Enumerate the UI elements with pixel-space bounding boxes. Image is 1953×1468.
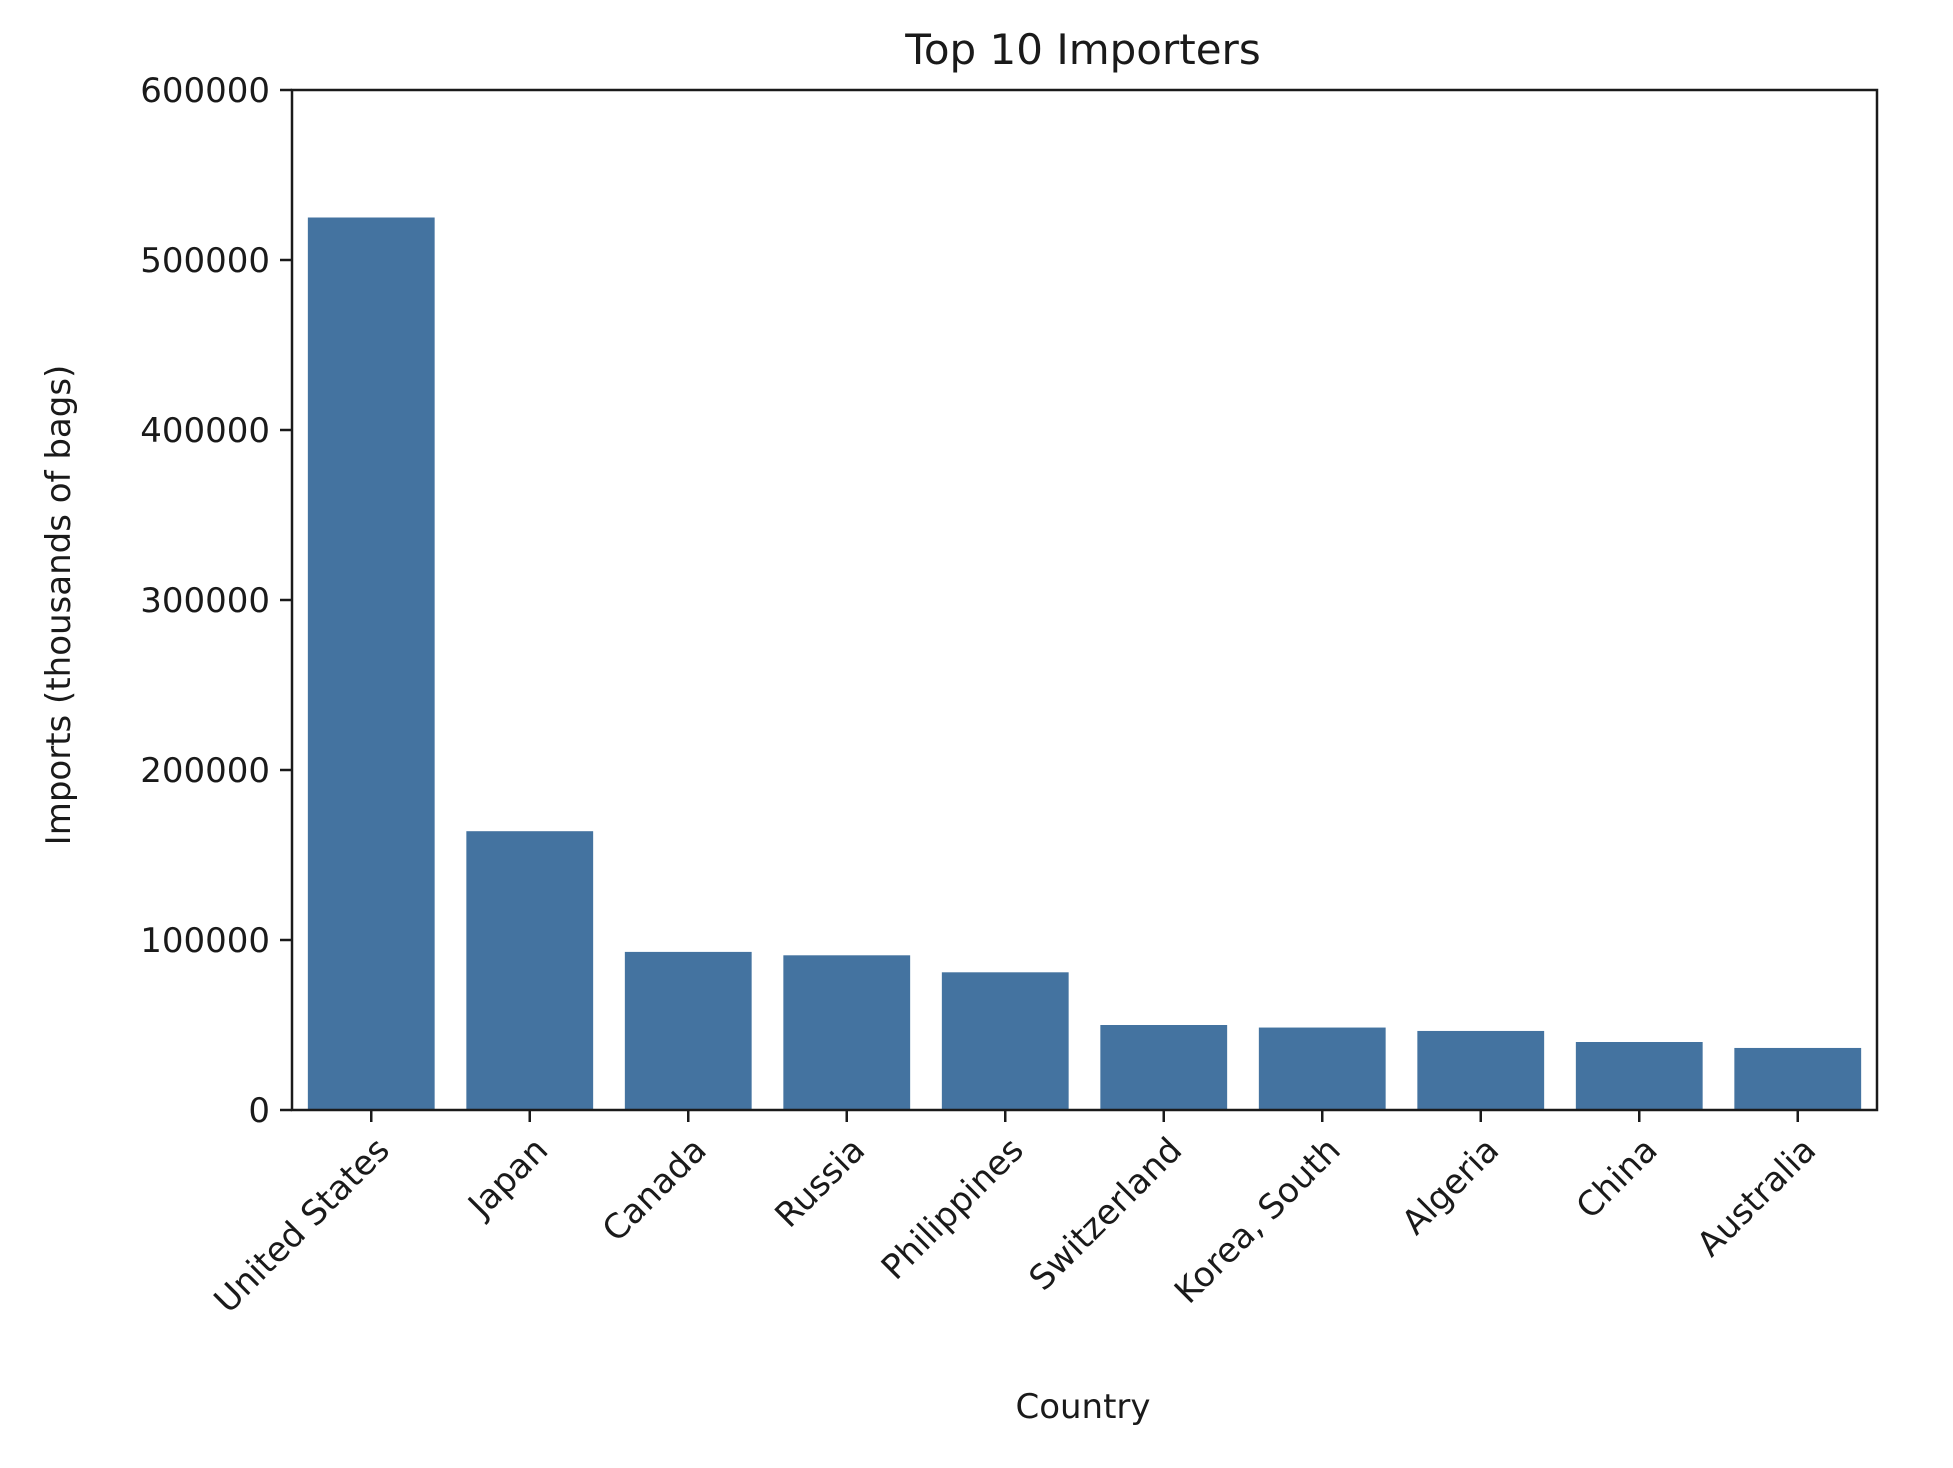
x-tick-label: Canada xyxy=(595,1130,715,1250)
x-tick-label: Japan xyxy=(459,1130,556,1227)
bar xyxy=(466,831,594,1110)
y-axis-label: Imports (thousands of bags) xyxy=(39,365,79,846)
bar xyxy=(1734,1047,1862,1110)
bar xyxy=(1100,1025,1228,1110)
x-axis-label: Country xyxy=(1015,1387,1150,1427)
y-tick-label: 300000 xyxy=(140,581,270,621)
x-tick-label: Philippines xyxy=(874,1130,1032,1288)
x-tick-label: Switzerland xyxy=(1022,1130,1191,1299)
y-tick-label: 400000 xyxy=(140,411,270,451)
x-tick-label: Korea, South xyxy=(1167,1130,1349,1312)
bar xyxy=(307,217,435,1110)
y-tick-label: 200000 xyxy=(140,751,270,791)
plot-frame xyxy=(290,88,1879,1112)
bar xyxy=(941,972,1069,1110)
chart-title: Top 10 Importers xyxy=(904,25,1260,74)
y-tick-label: 100000 xyxy=(140,921,270,961)
x-tick-label: Algeria xyxy=(1394,1130,1507,1243)
x-axis: United States Japan Canada Russia Philippine… xyxy=(207,1110,1824,1321)
y-tick-label: 500000 xyxy=(140,241,270,281)
y-tick-label: 600000 xyxy=(140,71,270,111)
bar xyxy=(1417,1030,1545,1110)
x-tick-label: Russia xyxy=(768,1130,874,1236)
x-tick-label: Australia xyxy=(1689,1130,1824,1265)
bar xyxy=(1258,1027,1386,1110)
bar xyxy=(1575,1042,1703,1110)
y-tick-label: 0 xyxy=(248,1091,270,1131)
bar xyxy=(783,955,911,1110)
x-tick-label: United States xyxy=(207,1130,398,1321)
x-tick-label: China xyxy=(1569,1130,1666,1227)
bars-group xyxy=(307,217,1862,1110)
y-axis: 0 100000 200000 300000 400000 500000 600000 xyxy=(140,71,292,1131)
bar xyxy=(624,951,752,1110)
